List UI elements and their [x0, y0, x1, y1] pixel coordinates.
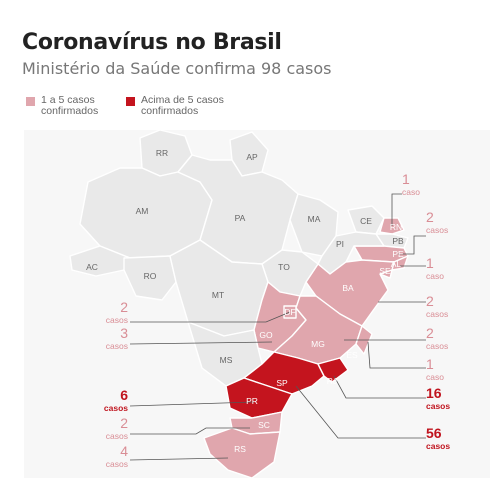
state-label-ce: CE [360, 216, 372, 226]
callout-sc: 2 casos [106, 415, 128, 441]
state-label-ac: AC [86, 262, 98, 272]
state-shapes [69, 129, 409, 479]
state-label-mg: MG [311, 339, 325, 349]
leader-line-es [367, 341, 426, 369]
state-label-rs: RS [234, 444, 246, 454]
leader-line-sc [130, 427, 250, 435]
page-subtitle: Ministério da Saúde confirma 98 casos [22, 59, 332, 78]
callout-rn: 1 caso [402, 171, 420, 197]
state-label-sp: SP [276, 378, 288, 388]
callout-pe: 2 casos [426, 209, 448, 235]
state-label-ma: MA [308, 214, 321, 224]
state-label-al: AL [391, 259, 402, 269]
state-label-pr: PR [246, 396, 258, 406]
state-label-se: SE [379, 266, 391, 276]
state-label-go: GO [259, 330, 273, 340]
leader-line-df [130, 311, 291, 323]
callout-rj: 16 casos [426, 385, 450, 411]
state-label-es: ES [346, 350, 358, 360]
state-label-mt: MT [212, 290, 224, 300]
state-label-rn: RN [390, 222, 402, 232]
leader-line-rn [391, 193, 402, 226]
leader-line-pr [129, 401, 255, 407]
callout-al: 1 caso [426, 255, 444, 281]
state-label-ro: RO [144, 271, 157, 281]
state-label-pb: PB [392, 236, 404, 246]
legend-swatch-high [126, 97, 135, 106]
state-label-rr: RR [156, 148, 168, 158]
state-rs [203, 427, 281, 479]
leader-line-rs [129, 457, 229, 461]
callout-go: 3 casos [106, 325, 128, 351]
callout-mg: 2 casos [426, 325, 448, 351]
state-label-am: AM [136, 206, 149, 216]
state-label-ba: BA [342, 283, 354, 293]
callout-pr: 6 casos [104, 387, 128, 413]
callout-rs: 4 casos [106, 443, 128, 469]
leader-line-pe [398, 235, 426, 255]
legend-label-low-line1: 1 a 5 casos [41, 94, 95, 106]
page-title: Coronavírus no Brasil [22, 30, 282, 55]
leader-lines [129, 193, 426, 461]
legend-label-low-line2: confirmados [41, 105, 99, 117]
legend-swatch-low [26, 97, 35, 106]
case-callouts: 1 caso 2 casos 1 caso 2 casos 2 casos 1 caso 1… [104, 171, 450, 469]
state-labels: RR AP AM PA MA CE RN PB PE PI AL SE BA A… [86, 148, 404, 454]
state-label-ap: AP [246, 152, 258, 162]
leader-line-sp [295, 385, 426, 439]
state-label-pe: PE [392, 249, 404, 259]
state-pr [225, 377, 293, 419]
state-ce [347, 205, 385, 235]
callout-ba: 2 casos [426, 293, 448, 319]
state-label-rj: RJ [327, 376, 337, 386]
leader-line-rj [333, 375, 426, 399]
legend-label-high-line2: confirmados [141, 105, 199, 117]
callout-df: 2 casos [106, 299, 128, 325]
state-rj [317, 357, 349, 383]
callout-sp: 56 casos [426, 425, 450, 451]
callout-es: 1 caso [426, 356, 444, 382]
state-pi [317, 231, 385, 275]
state-label-pi: PI [336, 239, 344, 249]
state-label-sc: SC [258, 420, 270, 430]
state-label-df: DF [284, 307, 295, 317]
legend-item-low: 1 a 5 casos confirmados [26, 95, 166, 117]
legend-item-high: Acima de 5 casos confirmados [126, 95, 266, 117]
state-label-pa: PA [235, 213, 246, 223]
state-label-to: TO [278, 262, 290, 272]
leader-line-go [129, 341, 273, 345]
header: Coronavírus no Brasil Ministério da Saúd… [22, 30, 332, 78]
legend-label-high-line1: Acima de 5 casos [141, 94, 224, 106]
state-label-ms: MS [220, 355, 233, 365]
